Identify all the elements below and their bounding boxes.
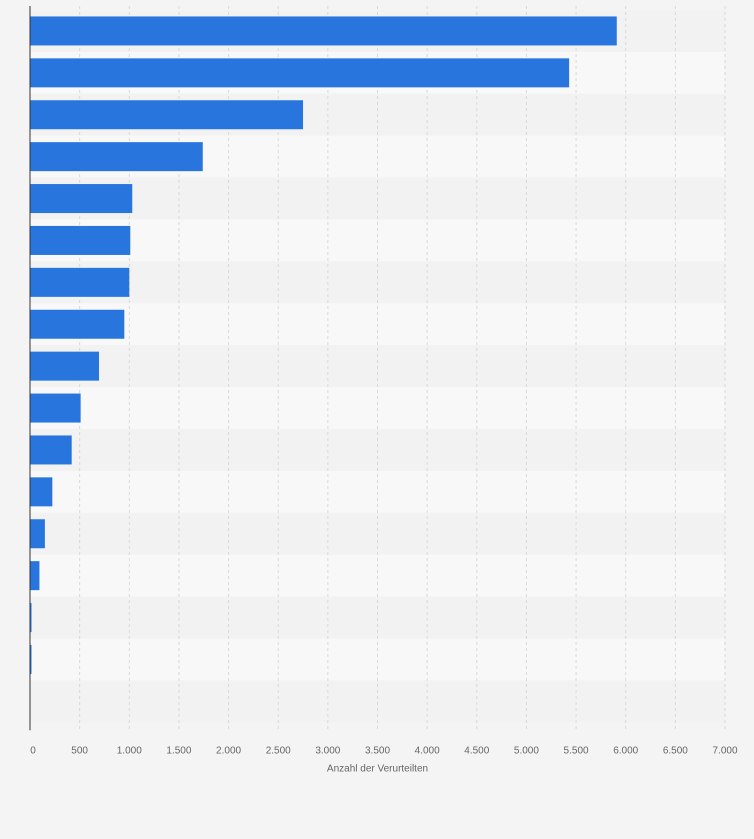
bar (30, 351, 100, 381)
x-axis-title: Anzahl der Verurteilten (327, 763, 428, 774)
x-tick-label: 4.000 (415, 745, 440, 756)
x-tick-label: 2.000 (216, 745, 241, 756)
bar (30, 393, 81, 423)
bar (30, 603, 32, 633)
bars (30, 16, 617, 674)
x-tick-label: 3.000 (315, 745, 340, 756)
x-tick-label: 6.500 (663, 745, 688, 756)
x-tick-label: 1.000 (117, 745, 142, 756)
bar (30, 477, 53, 507)
x-tick-label: 7.000 (712, 745, 737, 756)
bar (30, 184, 133, 214)
bar (30, 309, 125, 339)
x-tick-label: 3.500 (365, 745, 390, 756)
x-tick-labels: 0 500 1.000 1.500 2.000 2.500 3.000 3.500 4.000 4… (30, 745, 738, 756)
bar (30, 16, 617, 46)
bar (30, 58, 570, 88)
bar (30, 644, 32, 674)
x-tick-label: 500 (71, 745, 88, 756)
bar (30, 100, 304, 130)
bar (30, 519, 45, 549)
x-tick-label: 5.500 (564, 745, 589, 756)
x-tick-label: 0 (30, 745, 36, 756)
x-tick-label: 4.500 (464, 745, 489, 756)
bar (30, 561, 40, 591)
x-tick-label: 2.500 (266, 745, 291, 756)
x-tick-label: 1.500 (166, 745, 191, 756)
bar (30, 225, 131, 255)
x-tick-label: 5.000 (514, 745, 539, 756)
bar (30, 435, 72, 465)
bar (30, 267, 130, 297)
gridlines (79, 6, 726, 731)
bar (30, 142, 203, 172)
x-tick-label: 6.000 (613, 745, 638, 756)
